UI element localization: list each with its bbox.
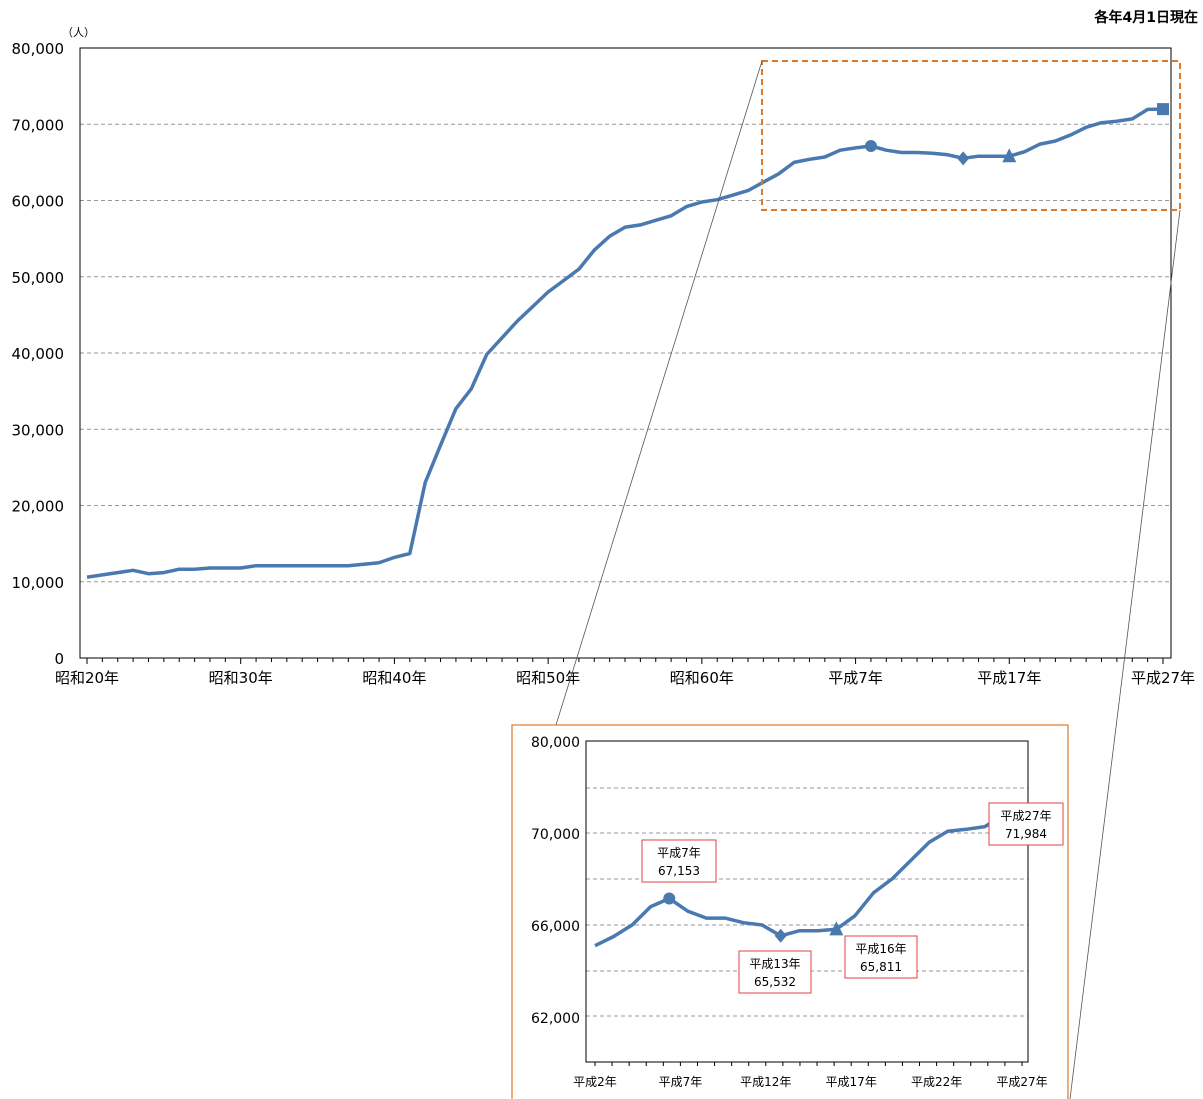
marker-circle bbox=[864, 139, 877, 152]
callout-value: 71,984 bbox=[1005, 827, 1047, 841]
callout-title: 平成7年 bbox=[657, 846, 701, 860]
y-tick-label: 40,000 bbox=[12, 345, 65, 363]
callout-value: 65,811 bbox=[860, 960, 902, 974]
x-tick-label: 平成2年 bbox=[573, 1075, 617, 1089]
y-tick-label: 30,000 bbox=[12, 421, 65, 439]
callout-title: 平成13年 bbox=[749, 957, 800, 971]
y-tick-label: 66,000 bbox=[531, 919, 580, 935]
callout-value: 67,153 bbox=[658, 864, 700, 878]
marker-diamond bbox=[774, 928, 787, 943]
x-tick-label: 平成27年 bbox=[996, 1075, 1047, 1089]
inset-frame bbox=[511, 724, 1069, 1099]
marker-diamond bbox=[957, 151, 970, 166]
callout-heisei-27: 平成27年 71,984 bbox=[988, 802, 1064, 846]
x-tick-label: 平成17年 bbox=[826, 1075, 877, 1089]
inset-x-axis-ticks: 平成2年 平成7年 平成12年 平成17年 平成22年 平成27年 bbox=[573, 1062, 1048, 1089]
y-tick-label: 80,000 bbox=[12, 40, 65, 58]
zoom-highlight-box bbox=[761, 60, 1181, 211]
note-label: 各年4月1日現在 bbox=[1094, 9, 1198, 26]
main-grid bbox=[80, 123, 1171, 583]
main-x-axis-ticks: 昭和20年 昭和30年 昭和40年 昭和50年 昭和60年 平成7年 平成17年 平成27年 bbox=[55, 658, 1195, 687]
y-tick-label: 10,000 bbox=[12, 574, 65, 592]
callout-title: 平成16年 bbox=[855, 942, 906, 956]
x-tick-label: 昭和30年 bbox=[209, 669, 273, 687]
callout-title: 平成27年 bbox=[1000, 809, 1051, 823]
x-tick-label: 平成12年 bbox=[740, 1075, 791, 1089]
marker-square bbox=[1157, 103, 1169, 116]
main-series bbox=[86, 107, 1164, 579]
y-tick-label: 60,000 bbox=[12, 193, 65, 211]
marker-triangle bbox=[829, 921, 844, 936]
y-tick-label: 70,000 bbox=[12, 116, 65, 134]
zoom-connector-right bbox=[1069, 209, 1181, 1099]
callout-value: 65,532 bbox=[754, 975, 796, 989]
y-tick-label: 0 bbox=[54, 650, 64, 668]
x-tick-label: 昭和60年 bbox=[670, 669, 734, 687]
y-tick-label: 50,000 bbox=[12, 269, 65, 287]
main-markers bbox=[864, 103, 1169, 166]
inset-y-axis-ticks: 62,000 66,000 70,000 80,000 bbox=[531, 735, 580, 1027]
series-line bbox=[86, 107, 1164, 579]
main-plot-frame bbox=[79, 47, 1172, 659]
callout-heisei-7: 平成7年 67,153 bbox=[641, 839, 717, 883]
x-tick-label: 平成22年 bbox=[911, 1075, 962, 1089]
y-tick-label: 70,000 bbox=[531, 827, 580, 843]
y-tick-label: 62,000 bbox=[531, 1011, 580, 1027]
zoom-connector-left bbox=[555, 60, 763, 726]
x-tick-label: 昭和50年 bbox=[516, 669, 580, 687]
inset-plot-frame bbox=[585, 740, 1029, 1063]
marker-circle bbox=[663, 892, 676, 905]
x-tick-label: 昭和40年 bbox=[362, 669, 426, 687]
y-tick-label: 80,000 bbox=[531, 735, 580, 751]
x-tick-label: 平成7年 bbox=[828, 669, 883, 687]
main-y-axis-ticks: 0 10,000 20,000 30,000 40,000 50,000 60,000 70,… bbox=[12, 40, 65, 668]
x-tick-label: 平成27年 bbox=[1131, 669, 1195, 687]
callout-heisei-16: 平成16年 65,811 bbox=[844, 935, 918, 979]
x-tick-label: 平成17年 bbox=[977, 669, 1041, 687]
marker-triangle bbox=[1002, 148, 1017, 163]
y-tick-label: 20,000 bbox=[12, 498, 65, 516]
x-tick-label: 昭和20年 bbox=[55, 669, 119, 687]
x-tick-label: 平成7年 bbox=[659, 1075, 703, 1089]
unit-label: （人） bbox=[62, 26, 95, 39]
callout-heisei-13: 平成13年 65,532 bbox=[738, 950, 812, 994]
